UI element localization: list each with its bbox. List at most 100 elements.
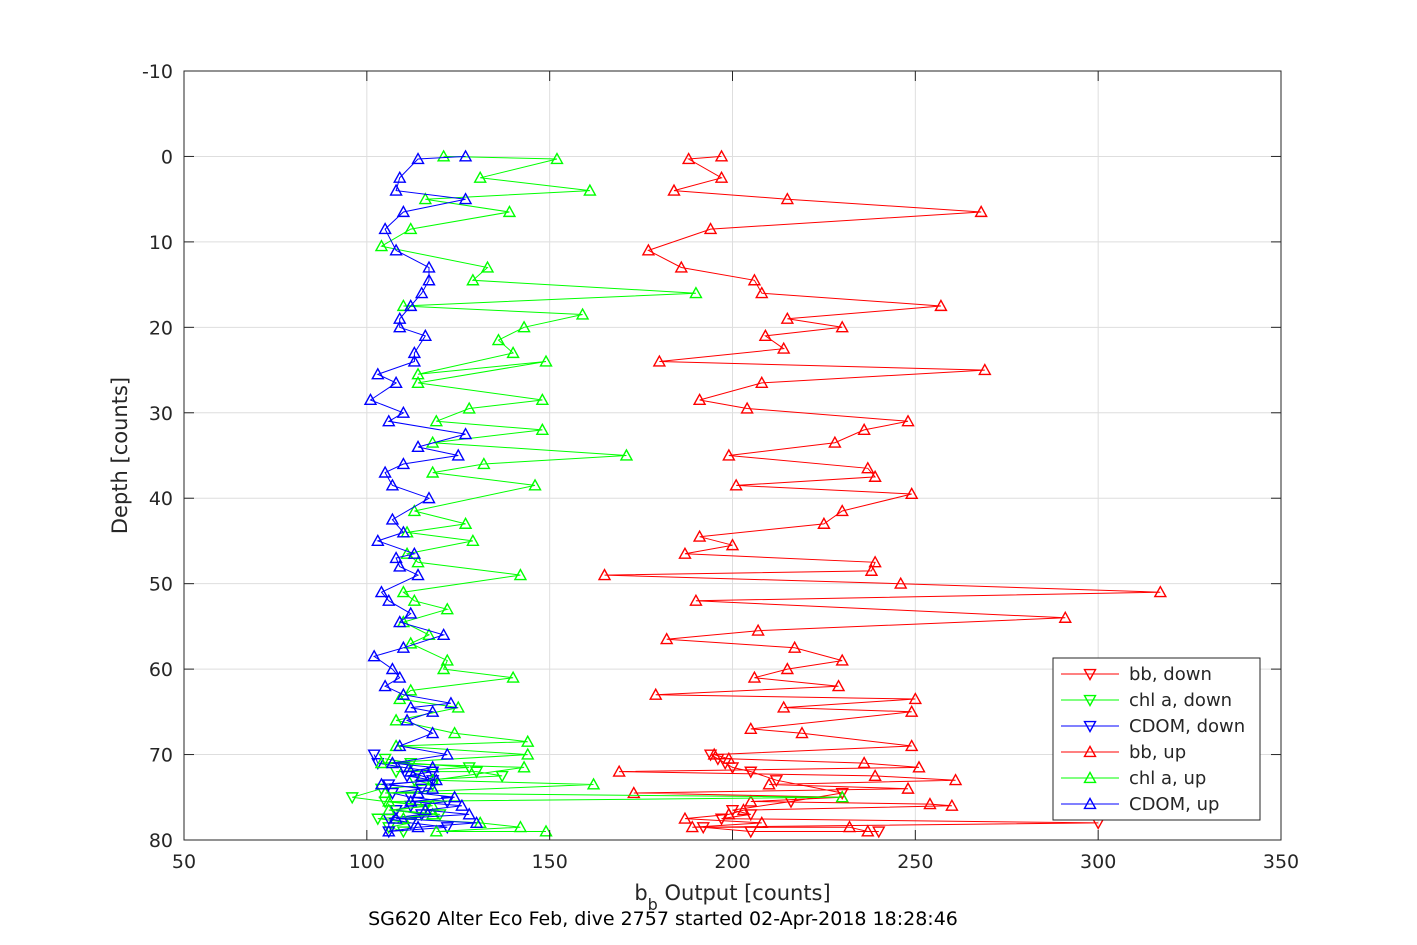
legend-label: bb, up — [1129, 742, 1186, 763]
data-point-marker — [831, 679, 846, 692]
data-point-marker — [725, 538, 740, 551]
data-point-marker — [411, 568, 425, 581]
data-point-marker — [908, 692, 923, 705]
data-point-marker — [455, 798, 469, 811]
data-point-marker — [835, 787, 849, 800]
data-point-marker — [583, 183, 597, 196]
data-point-marker — [404, 683, 418, 696]
plot-series — [345, 149, 1168, 839]
data-point-marker — [378, 786, 392, 799]
x-tick-label: 200 — [714, 851, 750, 873]
data-point-marker — [436, 627, 451, 641]
data-point-marker — [689, 286, 703, 299]
data-point-marker — [458, 516, 473, 529]
data-point-marker — [755, 815, 769, 829]
x-axis-label-base: b — [634, 881, 647, 905]
data-point-marker — [444, 696, 458, 709]
data-point-marker — [447, 726, 462, 739]
data-point-marker — [535, 393, 550, 406]
data-point-marker — [795, 726, 809, 739]
data-point-marker — [714, 149, 729, 162]
data-point-marker — [407, 593, 422, 606]
data-point-marker — [425, 781, 440, 794]
data-point-marker — [400, 546, 414, 559]
x-axis-label: bb Output [counts] — [634, 881, 830, 914]
data-point-marker — [367, 649, 381, 662]
data-point-marker — [396, 640, 411, 653]
data-point-marker — [429, 824, 443, 837]
data-point-marker — [411, 820, 425, 833]
data-point-marker — [393, 170, 407, 183]
x-tick-label: 350 — [1263, 851, 1299, 873]
legend: bb, down chl a, down CDOM, down bb, up chl a… — [1052, 657, 1261, 821]
data-point-marker — [363, 393, 378, 406]
data-point-marker — [469, 815, 484, 829]
data-point-marker — [480, 260, 495, 273]
data-point-marker — [780, 311, 795, 324]
data-point-marker — [425, 704, 440, 717]
data-point-marker — [371, 813, 385, 826]
data-point-marker — [429, 414, 443, 427]
data-point-marker — [371, 534, 385, 547]
data-point-marker — [714, 170, 729, 183]
data-point-marker — [513, 820, 528, 833]
data-point-marker — [707, 747, 721, 760]
data-point-marker — [974, 205, 988, 218]
data-point-marker — [758, 328, 773, 341]
data-point-marker — [389, 766, 403, 779]
data-point-marker — [780, 662, 795, 675]
data-point-marker — [901, 414, 915, 427]
data-point-marker — [744, 826, 758, 839]
data-point-marker — [751, 623, 765, 636]
data-point-marker — [861, 824, 875, 837]
data-point-marker — [411, 375, 425, 388]
x-tick-label: 250 — [897, 851, 933, 873]
axis-ticks: 50 100 150 200 250 300 350 -10 0 10 20 30 40 50 60 70 80 — [142, 61, 1299, 873]
data-point-marker — [429, 773, 443, 786]
data-point-marker — [586, 777, 601, 790]
series-bb-down — [696, 749, 1105, 839]
data-point-marker — [780, 192, 795, 205]
data-point-marker — [389, 811, 403, 824]
data-point-marker — [433, 809, 447, 822]
legend-entry: chl a, down — [1061, 690, 1232, 711]
data-point-marker — [495, 770, 509, 783]
data-point-marker — [378, 222, 392, 235]
data-point-marker — [894, 576, 908, 589]
data-point-marker — [521, 747, 535, 760]
data-point-marker — [425, 726, 440, 739]
data-point-marker — [396, 762, 411, 775]
y-tick-label: 40 — [149, 488, 173, 510]
data-point-marker — [685, 820, 699, 833]
data-point-marker — [835, 320, 849, 333]
y-tick-label: 10 — [149, 232, 173, 254]
data-point-marker — [550, 152, 564, 165]
data-point-marker — [396, 205, 411, 218]
data-point-marker — [787, 640, 802, 653]
y-tick-label: 80 — [149, 830, 173, 852]
series-cdom-up — [363, 149, 484, 837]
y-tick-label: 20 — [149, 317, 173, 339]
y-tick-label: 60 — [149, 659, 173, 681]
data-point-marker — [396, 299, 411, 312]
data-point-marker — [868, 768, 882, 782]
data-point-marker — [857, 422, 871, 435]
data-point-marker — [382, 414, 396, 427]
data-point-marker — [612, 764, 626, 777]
data-point-marker — [466, 273, 480, 286]
data-point-marker — [473, 170, 487, 183]
data-point-marker — [491, 333, 506, 346]
data-point-marker — [440, 653, 454, 666]
data-point-marker — [597, 568, 612, 581]
data-point-marker — [744, 766, 758, 779]
figure-caption: SG620 Alter Eco Feb, dive 2757 started 0… — [368, 908, 958, 930]
legend-label: bb, down — [1129, 664, 1212, 685]
data-point-marker — [404, 606, 418, 619]
data-point-marker — [641, 243, 656, 256]
data-point-marker — [755, 286, 769, 299]
data-point-marker — [722, 807, 736, 820]
y-axis-label: Depth [counts] — [108, 377, 132, 534]
data-point-marker — [762, 777, 776, 790]
data-point-marker — [575, 307, 590, 320]
data-point-marker — [385, 512, 400, 525]
